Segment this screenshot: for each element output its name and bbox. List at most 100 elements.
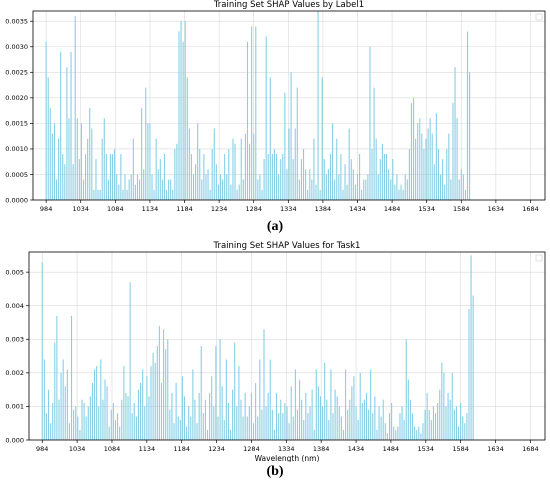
bar <box>342 429 345 440</box>
x-tick-label: 1034 <box>69 445 86 453</box>
bar <box>305 169 307 200</box>
bar <box>336 396 338 440</box>
bar <box>348 128 350 200</box>
bar <box>307 189 309 200</box>
bar <box>265 36 267 200</box>
bar <box>217 416 219 440</box>
bar <box>340 416 342 440</box>
bar <box>188 128 190 200</box>
bar <box>89 396 91 440</box>
bar <box>442 159 444 200</box>
bar <box>446 148 448 200</box>
bar <box>305 393 307 440</box>
bar <box>43 359 45 440</box>
bar <box>251 26 253 200</box>
bar <box>51 133 53 200</box>
bar <box>101 138 103 200</box>
bar <box>409 399 411 440</box>
bar <box>165 349 167 440</box>
bar <box>45 41 47 200</box>
bar <box>97 189 99 200</box>
bar <box>197 123 199 200</box>
bar <box>209 189 211 200</box>
x-tick-label: 1484 <box>384 205 401 212</box>
bar <box>415 138 417 200</box>
bar <box>49 108 51 200</box>
bar <box>242 416 244 440</box>
bar <box>141 108 143 200</box>
bar <box>140 382 142 440</box>
bar <box>326 399 328 440</box>
bar <box>299 379 301 440</box>
bar <box>146 376 148 440</box>
bar <box>99 189 101 200</box>
bar <box>72 164 74 200</box>
bar <box>135 416 137 440</box>
bar <box>464 423 466 440</box>
bar <box>125 393 127 440</box>
x-tick-label: 1234 <box>208 445 225 453</box>
bar <box>153 189 155 200</box>
bar <box>332 413 334 440</box>
bar <box>393 426 395 440</box>
y-tick-label: 0.0005 <box>5 171 28 179</box>
bar <box>259 174 261 200</box>
bar <box>77 416 79 440</box>
bar <box>432 406 434 440</box>
bar <box>217 184 219 200</box>
bar <box>367 174 369 200</box>
bar <box>451 372 453 440</box>
bar <box>55 179 58 200</box>
x-tick-label: 1184 <box>176 205 193 212</box>
bar <box>250 393 252 440</box>
bar <box>179 419 181 440</box>
bar <box>211 148 213 200</box>
bar <box>192 369 194 440</box>
bar <box>336 138 338 200</box>
bar <box>157 169 159 200</box>
bar <box>119 426 121 440</box>
bar <box>147 123 149 200</box>
bar <box>361 403 363 440</box>
bar <box>278 174 280 200</box>
bar <box>136 174 139 200</box>
bar <box>361 189 363 200</box>
bar <box>206 429 209 440</box>
bar <box>190 416 192 440</box>
bar <box>169 409 171 440</box>
bar <box>104 379 106 440</box>
bar <box>453 409 455 440</box>
bar <box>417 123 419 200</box>
bar <box>81 399 83 440</box>
bar <box>313 429 315 440</box>
bar <box>460 403 462 440</box>
bar <box>427 128 429 200</box>
bar <box>116 174 118 200</box>
bar <box>219 339 221 440</box>
bar <box>196 423 198 440</box>
bar <box>244 393 246 440</box>
bar <box>352 169 354 200</box>
bar <box>271 409 273 440</box>
x-tick-label: 1384 <box>313 445 330 453</box>
bar <box>91 382 94 440</box>
x-tick-label: 1534 <box>418 205 435 212</box>
bar <box>344 164 346 200</box>
bar <box>45 413 47 440</box>
bar <box>195 164 197 200</box>
bar <box>394 184 396 200</box>
bar <box>375 138 377 200</box>
bar <box>464 189 466 200</box>
bar <box>355 406 357 440</box>
bar <box>340 154 342 200</box>
panel-a-caption: (a) <box>266 219 284 234</box>
bar <box>429 118 431 200</box>
bar <box>148 396 150 440</box>
bar <box>300 159 303 200</box>
x-tick-label: 1634 <box>487 445 504 453</box>
bar <box>445 406 447 440</box>
bar <box>292 159 294 200</box>
bar <box>114 419 117 440</box>
bar <box>423 148 425 200</box>
bar <box>190 154 192 200</box>
